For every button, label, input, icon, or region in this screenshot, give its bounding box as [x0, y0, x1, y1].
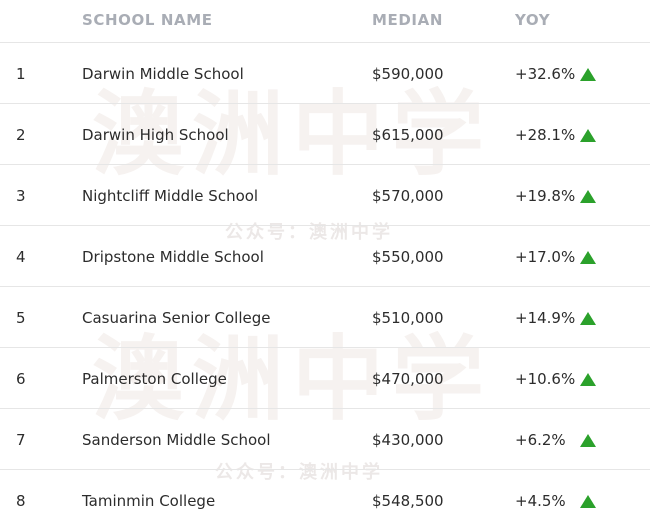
median-cell: $615,000: [372, 126, 444, 144]
table-row[interactable]: 4 Dripstone Middle School $550,000 +17.0…: [0, 226, 650, 287]
rank-cell: 7: [16, 431, 26, 449]
school-name-cell: Darwin High School: [82, 126, 229, 144]
trend-up-icon: [580, 373, 596, 386]
school-name-cell: Darwin Middle School: [82, 65, 244, 83]
rank-cell: 4: [16, 248, 26, 266]
median-cell: $430,000: [372, 431, 444, 449]
school-name-cell: Dripstone Middle School: [82, 248, 264, 266]
trend-up-icon: [580, 68, 596, 81]
yoy-cell: +6.2%: [515, 431, 566, 449]
median-cell: $548,500: [372, 492, 444, 510]
median-cell: $510,000: [372, 309, 444, 327]
rank-cell: 2: [16, 126, 26, 144]
school-name-cell: Nightcliff Middle School: [82, 187, 259, 205]
table-row[interactable]: 3 Nightcliff Middle School $570,000 +19.…: [0, 165, 650, 226]
column-header-median[interactable]: MEDIAN: [372, 11, 443, 29]
table-header: SCHOOL NAME MEDIAN YOY: [0, 0, 650, 43]
table-row[interactable]: 5 Casuarina Senior College $510,000 +14.…: [0, 287, 650, 348]
trend-up-icon: [580, 312, 596, 325]
table-row[interactable]: 8 Taminmin College $548,500 +4.5%: [0, 470, 650, 530]
school-name-cell: Taminmin College: [82, 492, 216, 510]
rank-cell: 3: [16, 187, 26, 205]
school-name-cell: Sanderson Middle School: [82, 431, 271, 449]
trend-up-icon: [580, 251, 596, 264]
yoy-cell: +4.5%: [515, 492, 566, 510]
table-row[interactable]: 7 Sanderson Middle School $430,000 +6.2%: [0, 409, 650, 470]
column-header-school-name[interactable]: SCHOOL NAME: [82, 11, 213, 29]
column-header-yoy[interactable]: YOY: [515, 11, 551, 29]
median-cell: $470,000: [372, 370, 444, 388]
trend-up-icon: [580, 190, 596, 203]
trend-up-icon: [580, 495, 596, 508]
yoy-cell: +28.1%: [515, 126, 576, 144]
yoy-cell: +14.9%: [515, 309, 576, 327]
yoy-cell: +19.8%: [515, 187, 576, 205]
yoy-cell: +17.0%: [515, 248, 576, 266]
trend-up-icon: [580, 129, 596, 142]
school-name-cell: Casuarina Senior College: [82, 309, 271, 327]
trend-up-icon: [580, 434, 596, 447]
rank-cell: 8: [16, 492, 26, 510]
rank-cell: 6: [16, 370, 26, 388]
yoy-cell: +10.6%: [515, 370, 576, 388]
table-row[interactable]: 6 Palmerston College $470,000 +10.6%: [0, 348, 650, 409]
table-row[interactable]: 1 Darwin Middle School $590,000 +32.6%: [0, 43, 650, 104]
rank-cell: 5: [16, 309, 26, 327]
table-row[interactable]: 2 Darwin High School $615,000 +28.1%: [0, 104, 650, 165]
median-cell: $550,000: [372, 248, 444, 266]
rank-cell: 1: [16, 65, 26, 83]
yoy-cell: +32.6%: [515, 65, 576, 83]
median-cell: $590,000: [372, 65, 444, 83]
school-name-cell: Palmerston College: [82, 370, 227, 388]
median-cell: $570,000: [372, 187, 444, 205]
